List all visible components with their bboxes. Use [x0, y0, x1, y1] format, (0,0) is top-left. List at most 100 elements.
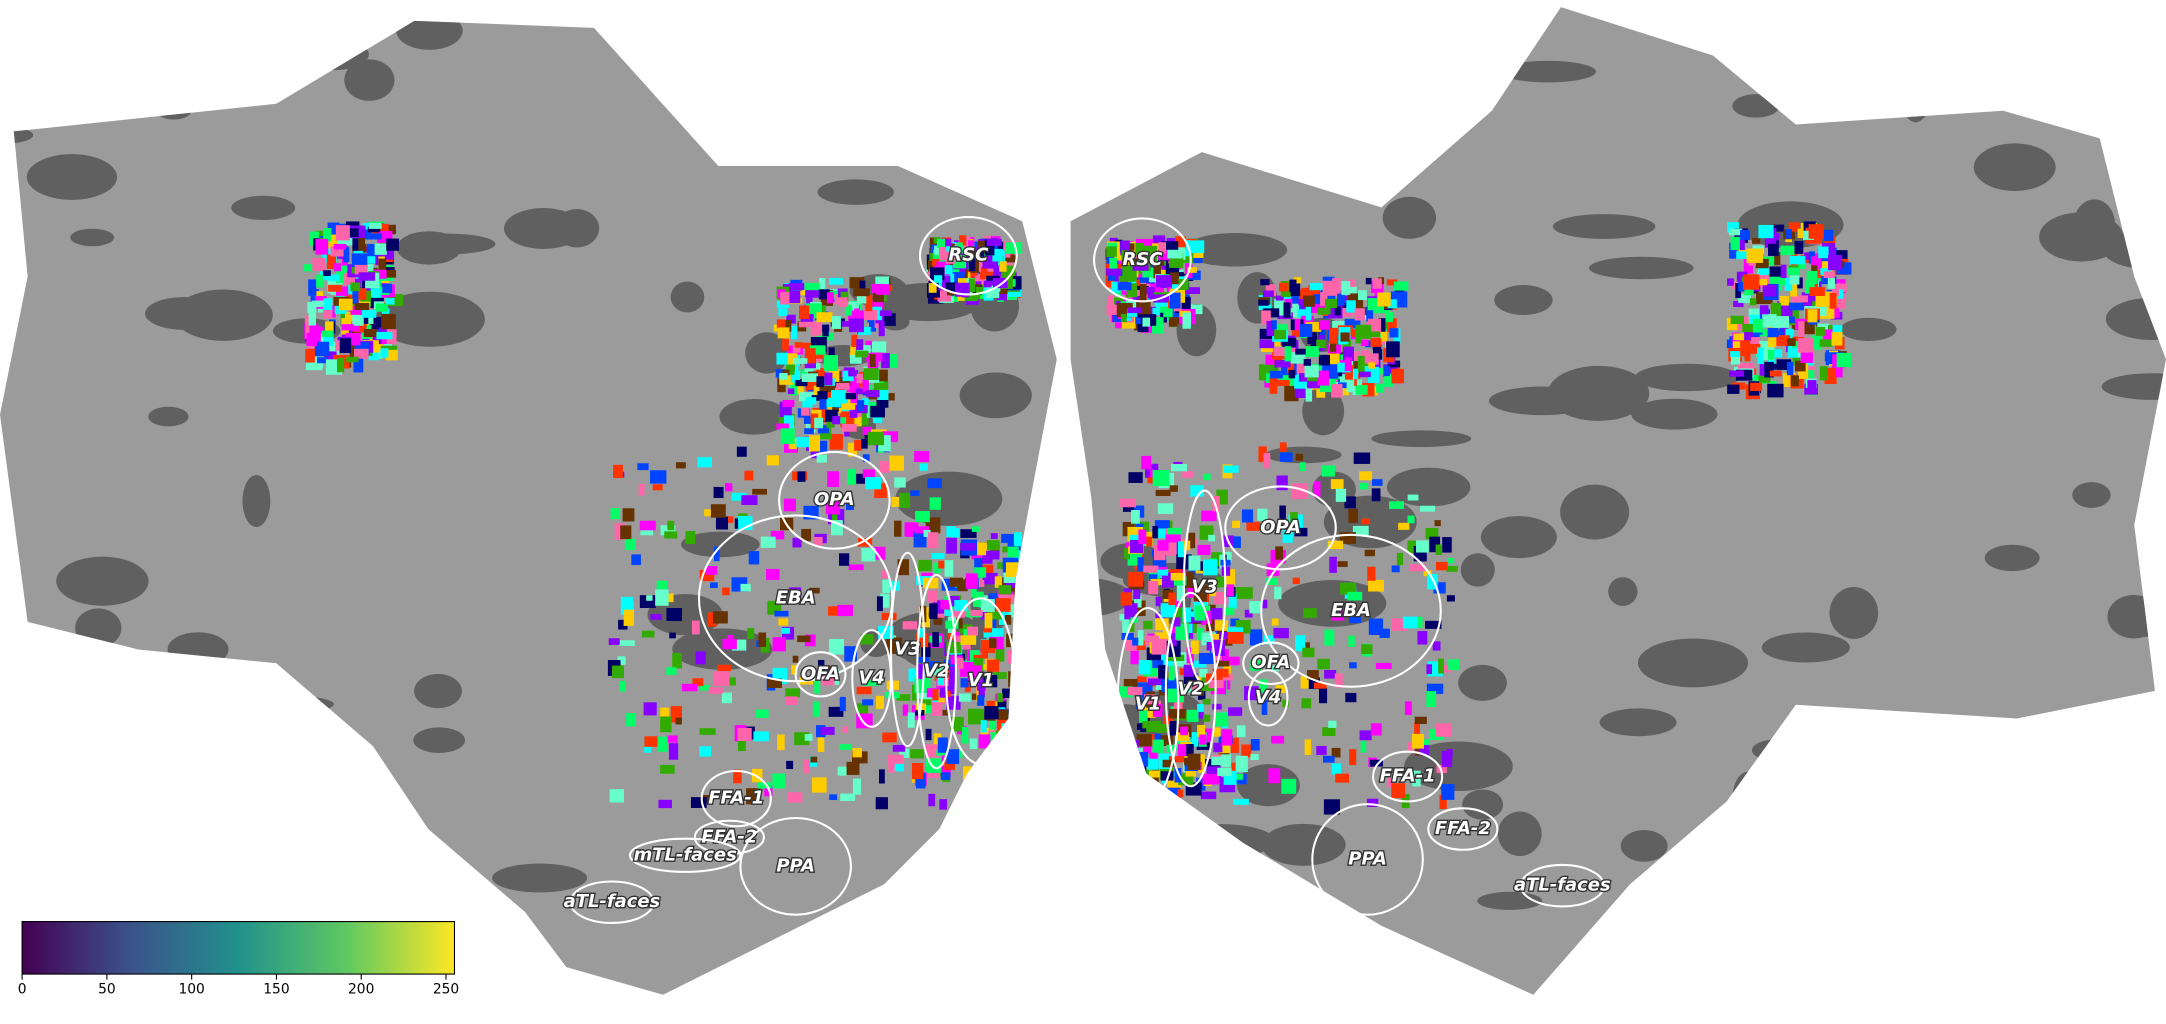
activation: [1314, 481, 1321, 498]
activation: [1807, 309, 1818, 323]
sulcus: [775, 0, 855, 11]
activation: [1361, 644, 1373, 655]
activation: [1224, 677, 1231, 690]
activation: [861, 438, 868, 449]
activation: [825, 499, 840, 515]
activation: [809, 587, 820, 594]
sulcus: [125, 0, 204, 15]
activation: [1236, 725, 1246, 738]
sulcus: [1703, 874, 1740, 922]
activation: [713, 671, 730, 686]
activation: [854, 439, 862, 451]
activation: [766, 455, 779, 466]
activation: [1806, 357, 1814, 373]
activation: [1213, 639, 1226, 657]
activation: [1764, 361, 1774, 378]
activation: [804, 282, 819, 291]
activation: [831, 520, 843, 536]
activation: [828, 638, 844, 655]
sulcus: [344, 59, 395, 101]
activation: [1190, 640, 1199, 655]
activation: [1330, 607, 1345, 621]
activation: [1371, 488, 1381, 502]
activation: [1407, 515, 1415, 524]
activation: [1198, 652, 1215, 665]
activation: [943, 659, 957, 667]
roi-label: V2: [923, 661, 949, 682]
activation: [1258, 679, 1268, 693]
activation: [1125, 640, 1137, 651]
activation: [992, 672, 1007, 680]
activation: [1228, 707, 1243, 716]
activation: [907, 712, 915, 728]
activation: [1279, 442, 1287, 452]
activation: [1271, 320, 1277, 330]
activation: [1339, 532, 1356, 544]
activation: [1148, 580, 1159, 595]
activation: [1266, 578, 1278, 586]
sulcus: [190, 846, 241, 875]
activation: [1738, 281, 1745, 292]
activation: [1215, 620, 1228, 631]
activation: [667, 520, 675, 531]
activation: [1261, 344, 1273, 353]
activation: [1003, 765, 1019, 772]
activation: [352, 288, 359, 305]
activation: [1169, 485, 1178, 492]
activation: [1119, 614, 1129, 621]
activation: [981, 651, 989, 659]
sulcus: [1494, 285, 1553, 316]
sulcus: [1079, 105, 1124, 145]
activation: [1199, 668, 1208, 678]
activation: [816, 312, 833, 323]
activation: [783, 415, 795, 432]
activation: [1305, 305, 1312, 321]
activation: [1152, 703, 1163, 717]
activation: [359, 313, 369, 324]
activation: [386, 294, 404, 307]
activation: [1160, 771, 1174, 781]
activation: [1423, 570, 1432, 577]
activation: [1282, 699, 1289, 708]
activation: [624, 538, 636, 551]
activation: [344, 273, 356, 286]
activation: [1235, 755, 1248, 773]
roi-label: FFA-1: [708, 788, 764, 809]
activation: [1787, 338, 1796, 346]
sulcus: [872, 67, 920, 120]
activation: [940, 687, 947, 698]
activation: [968, 708, 984, 725]
roi-outline: [1242, 641, 1300, 686]
activation: [1350, 368, 1359, 383]
activation: [983, 674, 998, 688]
activation: [846, 761, 860, 775]
activation: [832, 415, 841, 425]
sulcus: [1363, 120, 1432, 158]
activation: [1304, 365, 1319, 378]
activation: [785, 696, 798, 706]
activation: [849, 410, 858, 418]
activation: [744, 470, 754, 481]
activation: [1167, 688, 1185, 703]
activation: [707, 612, 717, 627]
activation: [1418, 745, 1430, 756]
activation: [1341, 281, 1351, 295]
activation: [827, 471, 839, 487]
activation: [699, 746, 712, 757]
sulcus: [2118, 214, 2166, 236]
activation: [1008, 747, 1016, 764]
activation: [656, 580, 668, 590]
activation: [965, 573, 978, 589]
activation: [660, 525, 676, 536]
activation: [863, 368, 879, 381]
activation: [1276, 379, 1290, 386]
activation: [1745, 344, 1761, 354]
activation: [1827, 278, 1836, 289]
sulcus: [1732, 94, 1780, 118]
sulcus: [752, 980, 832, 1012]
activation: [811, 395, 822, 401]
activation: [1349, 749, 1357, 766]
activation: [358, 272, 376, 281]
activation: [974, 558, 983, 571]
